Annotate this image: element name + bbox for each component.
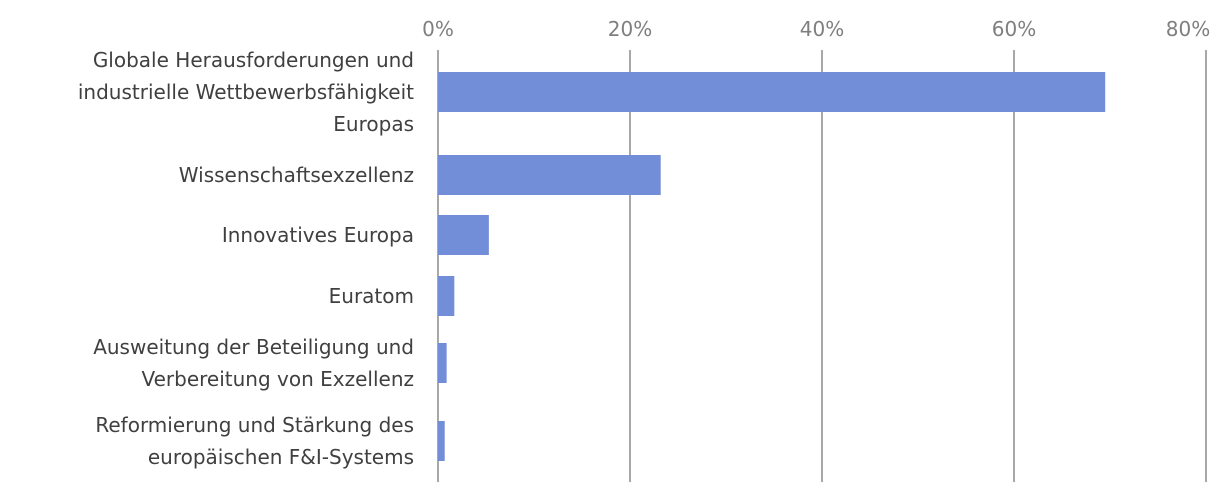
bar bbox=[438, 155, 661, 195]
category-label: Wissenschaftsexzellenz bbox=[179, 163, 414, 187]
category-label-line: Globale Herausforderungen und bbox=[93, 48, 414, 72]
x-tick-label: 0% bbox=[422, 17, 454, 41]
category-label-line: Wissenschaftsexzellenz bbox=[179, 163, 414, 187]
bar bbox=[438, 421, 445, 461]
bars bbox=[438, 72, 1106, 461]
category-label-line: Europas bbox=[333, 112, 414, 136]
grid-lines bbox=[437, 50, 1207, 482]
category-label: Innovatives Europa bbox=[222, 223, 414, 247]
category-label-line: Reformierung und Stärkung des bbox=[95, 413, 414, 437]
bar bbox=[438, 72, 1106, 112]
x-tick-label: 80% bbox=[1166, 17, 1210, 41]
category-label-line: Euratom bbox=[329, 284, 414, 308]
x-tick-label: 60% bbox=[992, 17, 1036, 41]
category-label-line: europäischen F&I-Systems bbox=[148, 445, 414, 469]
category-labels: Globale Herausforderungen und industriell… bbox=[78, 48, 414, 469]
category-label-line: Innovatives Europa bbox=[222, 223, 414, 247]
category-label: Ausweitung der Beteiligung und Verbereitu… bbox=[93, 335, 414, 391]
bar bbox=[438, 276, 455, 316]
category-label-line: Ausweitung der Beteiligung und bbox=[93, 335, 414, 359]
x-tick-label: 40% bbox=[800, 17, 844, 41]
x-tick-label: 20% bbox=[608, 17, 652, 41]
category-label: Globale Herausforderungen und industriell… bbox=[78, 48, 414, 136]
category-label-line: industrielle Wettbewerbsfähigkeit bbox=[78, 80, 414, 104]
category-label: Reformierung und Stärkung des europäische… bbox=[95, 413, 414, 469]
category-label-line: Verbereitung von Exzellenz bbox=[141, 367, 414, 391]
category-label: Euratom bbox=[329, 284, 414, 308]
bar bbox=[438, 343, 447, 383]
x-axis-tick-labels: 0% 20% 40% 60% 80% bbox=[422, 17, 1210, 41]
bar bbox=[438, 215, 489, 255]
